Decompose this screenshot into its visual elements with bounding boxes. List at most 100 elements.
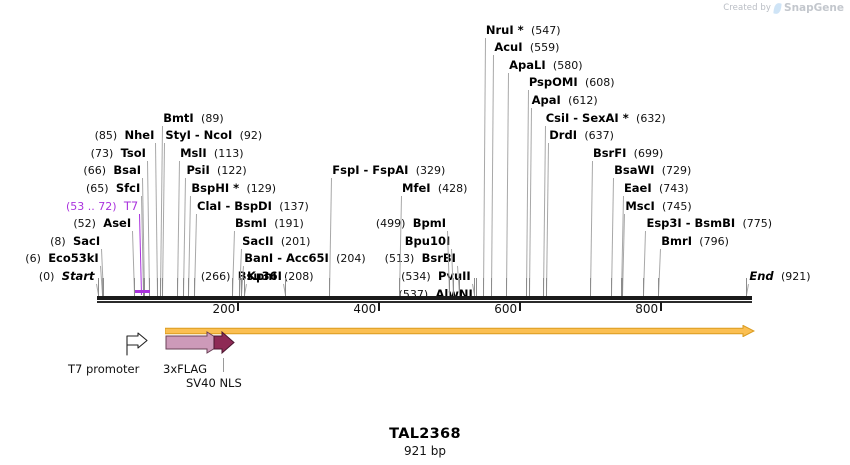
site-tick [506, 278, 508, 296]
ruler-label: 400 [353, 302, 377, 316]
enzyme-label-apali[interactable]: ApaLI (580) [509, 57, 583, 72]
site-tick [157, 278, 159, 296]
ruler-label: 200 [212, 302, 236, 316]
site-tick [473, 278, 475, 296]
leader-line [542, 125, 546, 295]
enzyme-label-sacii[interactable]: SacII (201) [242, 233, 311, 248]
site-tick [658, 278, 660, 296]
t7-promoter-arrow-icon [126, 332, 148, 360]
enzyme-label-sfci[interactable]: (65) SfcI [85, 181, 141, 195]
ruler-tick [237, 302, 240, 311]
enzyme-label-bsrbi[interactable]: (513) BsrBI [385, 251, 456, 266]
site-tick [232, 278, 234, 296]
enzyme-label-bsawi[interactable]: BsaWI (729) [614, 163, 692, 178]
enzyme-label-apai[interactable]: ApaI (612) [531, 93, 598, 107]
enzyme-label-acui[interactable]: AcuI (559) [494, 40, 560, 55]
feature-label-t7-promoter: T7 promoter [68, 362, 140, 376]
site-tick [399, 278, 401, 296]
enzyme-label-clai-bspdi[interactable]: ClaI - BspDI (137) [197, 198, 309, 213]
enzyme-label-bpu10i[interactable]: Bpu10I [404, 233, 451, 248]
ruler-tick [660, 302, 663, 311]
enzyme-label-nhei[interactable]: (85) NheI [94, 128, 155, 143]
site-tick [546, 278, 548, 296]
site-tick [746, 278, 748, 296]
feature-label-sv40-nls: SV40 NLS [186, 376, 242, 390]
snapgene-leaf-icon [773, 2, 782, 14]
site-tick [97, 278, 99, 296]
enzyme-label-fspi-fspai[interactable]: FspI - FspAI (329) [332, 163, 446, 178]
site-tick [620, 278, 622, 296]
sv40-nls-leader [223, 358, 224, 372]
enzyme-label-mfei[interactable]: MfeI (428) [402, 181, 468, 195]
site-tick [525, 278, 527, 296]
site-tick [622, 278, 624, 296]
enzyme-label-bani-acc65i[interactable]: BanI - Acc65I (204) [244, 251, 366, 266]
enzyme-label-tsoi[interactable]: (73) TsoI [90, 145, 146, 160]
leader-line [482, 37, 486, 295]
feature-label-3xflag: 3xFLAG [163, 362, 207, 376]
site-tick [239, 278, 241, 296]
site-tick [528, 278, 530, 296]
enzyme-label-eaei[interactable]: EaeI (743) [623, 181, 689, 195]
enzyme-label-bsmi[interactable]: BsmI (191) [235, 216, 304, 231]
site-tick [143, 278, 145, 296]
enzyme-label-bmri[interactable]: BmrI (796) [661, 233, 729, 248]
orf-arrow-icon [164, 322, 756, 341]
enzyme-label-bsu36i[interactable]: (266) Bsu36I [200, 269, 282, 283]
enzyme-label-end[interactable]: End (921) [749, 269, 811, 283]
enzyme-label-bpmi[interactable]: (499) BpmI [375, 216, 447, 231]
leader-line [589, 160, 593, 295]
site-tick [329, 278, 331, 296]
enzyme-label-psii[interactable]: PsiI (122) [186, 163, 247, 178]
site-tick [449, 278, 451, 296]
enzyme-label-bsrfi[interactable]: BsrFI (699) [592, 145, 664, 160]
site-tick [482, 278, 484, 296]
site-tick [162, 278, 164, 296]
leader-line [146, 160, 150, 295]
site-tick [589, 278, 591, 296]
enzyme-label-esp3i-bsmbi[interactable]: Esp3I - BsmBI (775) [646, 216, 773, 231]
enzyme-label-styi-ncoi[interactable]: StyI - NcoI (92) [165, 128, 263, 143]
enzyme-label-eco53ki[interactable]: (6) Eco53kI [25, 251, 99, 266]
enzyme-label-bsai[interactable]: (66) BsaI [83, 163, 141, 178]
enzyme-label-nrui[interactable]: NruI * (547) [485, 22, 561, 37]
site-tick [542, 278, 544, 296]
site-tick [194, 278, 196, 296]
site-tick [491, 278, 493, 296]
enzyme-label-bsphi[interactable]: BspHI * (129) [191, 181, 277, 195]
enzyme-label-pvuii[interactable]: (534) PvuII [401, 269, 471, 283]
leader-line [506, 72, 510, 295]
site-tick [134, 278, 136, 296]
plasmid-length: 921 bp [404, 444, 446, 458]
enzyme-label-csii-sexai[interactable]: CsiI - SexAI * (632) [545, 110, 666, 125]
enzyme-label-saci[interactable]: (8) SacI [50, 233, 101, 248]
site-tick [475, 278, 477, 296]
enzyme-label-pspomi[interactable]: PspOMI (608) [528, 75, 615, 90]
enzyme-label-t7[interactable]: (53 .. 72) T7 [65, 198, 139, 213]
ruler-tick [378, 302, 381, 311]
site-tick [284, 278, 286, 296]
site-tick [160, 278, 162, 296]
ruler-label: 600 [494, 302, 518, 316]
watermark-brand: SnapGene [784, 2, 844, 14]
enzyme-label-start[interactable]: (0) Start [38, 269, 95, 283]
site-tick [241, 278, 243, 296]
enzyme-label-bmti[interactable]: BmtI (89) [163, 110, 224, 125]
page-title: TAL2368 [389, 426, 461, 442]
site-tick [643, 278, 645, 296]
leader-line [162, 143, 166, 295]
enzyme-label-msli[interactable]: MslI (113) [180, 145, 244, 160]
t7-promoter-feature-bar [134, 290, 151, 293]
site-tick [188, 278, 190, 296]
site-tick [177, 278, 179, 296]
watermark-prefix: Created by [723, 3, 772, 13]
leader-line [155, 143, 159, 295]
site-tick [183, 278, 185, 296]
enzyme-label-kpni[interactable]: KpnI (208) [247, 269, 314, 283]
enzyme-label-drdi[interactable]: DrdI (637) [549, 128, 614, 143]
enzyme-label-asei[interactable]: (52) AseI [73, 216, 132, 231]
enzyme-label-msci[interactable]: MscI (745) [625, 198, 692, 213]
snapgene-watermark: Created by SnapGene [723, 2, 844, 14]
leader-line [177, 160, 181, 295]
